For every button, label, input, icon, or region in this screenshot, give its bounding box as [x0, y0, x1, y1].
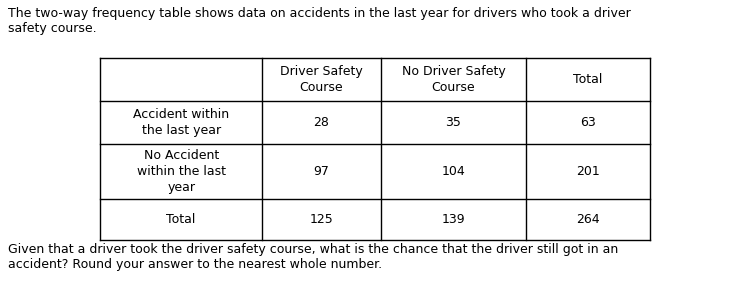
Text: 104: 104 — [442, 165, 465, 178]
Text: 63: 63 — [580, 116, 596, 129]
Text: Accident within
the last year: Accident within the last year — [133, 108, 229, 137]
Text: 264: 264 — [576, 213, 600, 226]
Text: The two-way frequency table shows data on accidents in the last year for drivers: The two-way frequency table shows data o… — [8, 7, 631, 35]
Text: 125: 125 — [310, 213, 334, 226]
Text: Given that a driver took the driver safety course, what is the chance that the d: Given that a driver took the driver safe… — [8, 243, 618, 271]
Text: 201: 201 — [576, 165, 600, 178]
Text: Driver Safety
Course: Driver Safety Course — [280, 65, 363, 94]
Text: Total: Total — [166, 213, 196, 226]
Text: 97: 97 — [313, 165, 329, 178]
Text: No Driver Safety
Course: No Driver Safety Course — [402, 65, 505, 94]
Text: No Accident
within the last
year: No Accident within the last year — [137, 149, 226, 194]
Text: 35: 35 — [445, 116, 461, 129]
Text: 28: 28 — [313, 116, 329, 129]
Text: Total: Total — [574, 73, 603, 86]
Text: 139: 139 — [442, 213, 465, 226]
